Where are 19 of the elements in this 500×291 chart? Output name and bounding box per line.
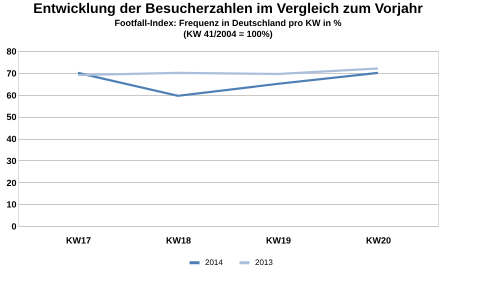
- y-tick-label: 10: [6, 200, 16, 210]
- legend-label: 2014: [205, 258, 224, 267]
- chart-title: Entwicklung der Besucherzahlen im Vergleich zum Vorjahr: [33, 0, 424, 16]
- legend-label: 2013: [255, 258, 274, 267]
- x-tick-label: KW19: [266, 236, 292, 246]
- y-tick-label: 60: [6, 90, 16, 100]
- y-tick-label: 70: [6, 68, 16, 78]
- text: Footfall-Index: Frequenz in Deutschland pro KW in %: [114, 18, 342, 28]
- y-tick-label: 80: [6, 46, 16, 56]
- text: (KW 41/2004 = 100%): [183, 29, 273, 39]
- x-tick-label: KW17: [66, 236, 92, 246]
- y-tick-label: 40: [6, 134, 16, 144]
- y-tick-label: 20: [6, 178, 16, 188]
- y-tick-label: 0: [11, 222, 16, 232]
- y-tick-label: 50: [6, 112, 16, 122]
- x-tick-label: KW18: [166, 236, 192, 246]
- line-series: [76, 67, 380, 76]
- y-tick-label: 30: [6, 156, 16, 166]
- x-tick-label: KW20: [366, 236, 392, 246]
